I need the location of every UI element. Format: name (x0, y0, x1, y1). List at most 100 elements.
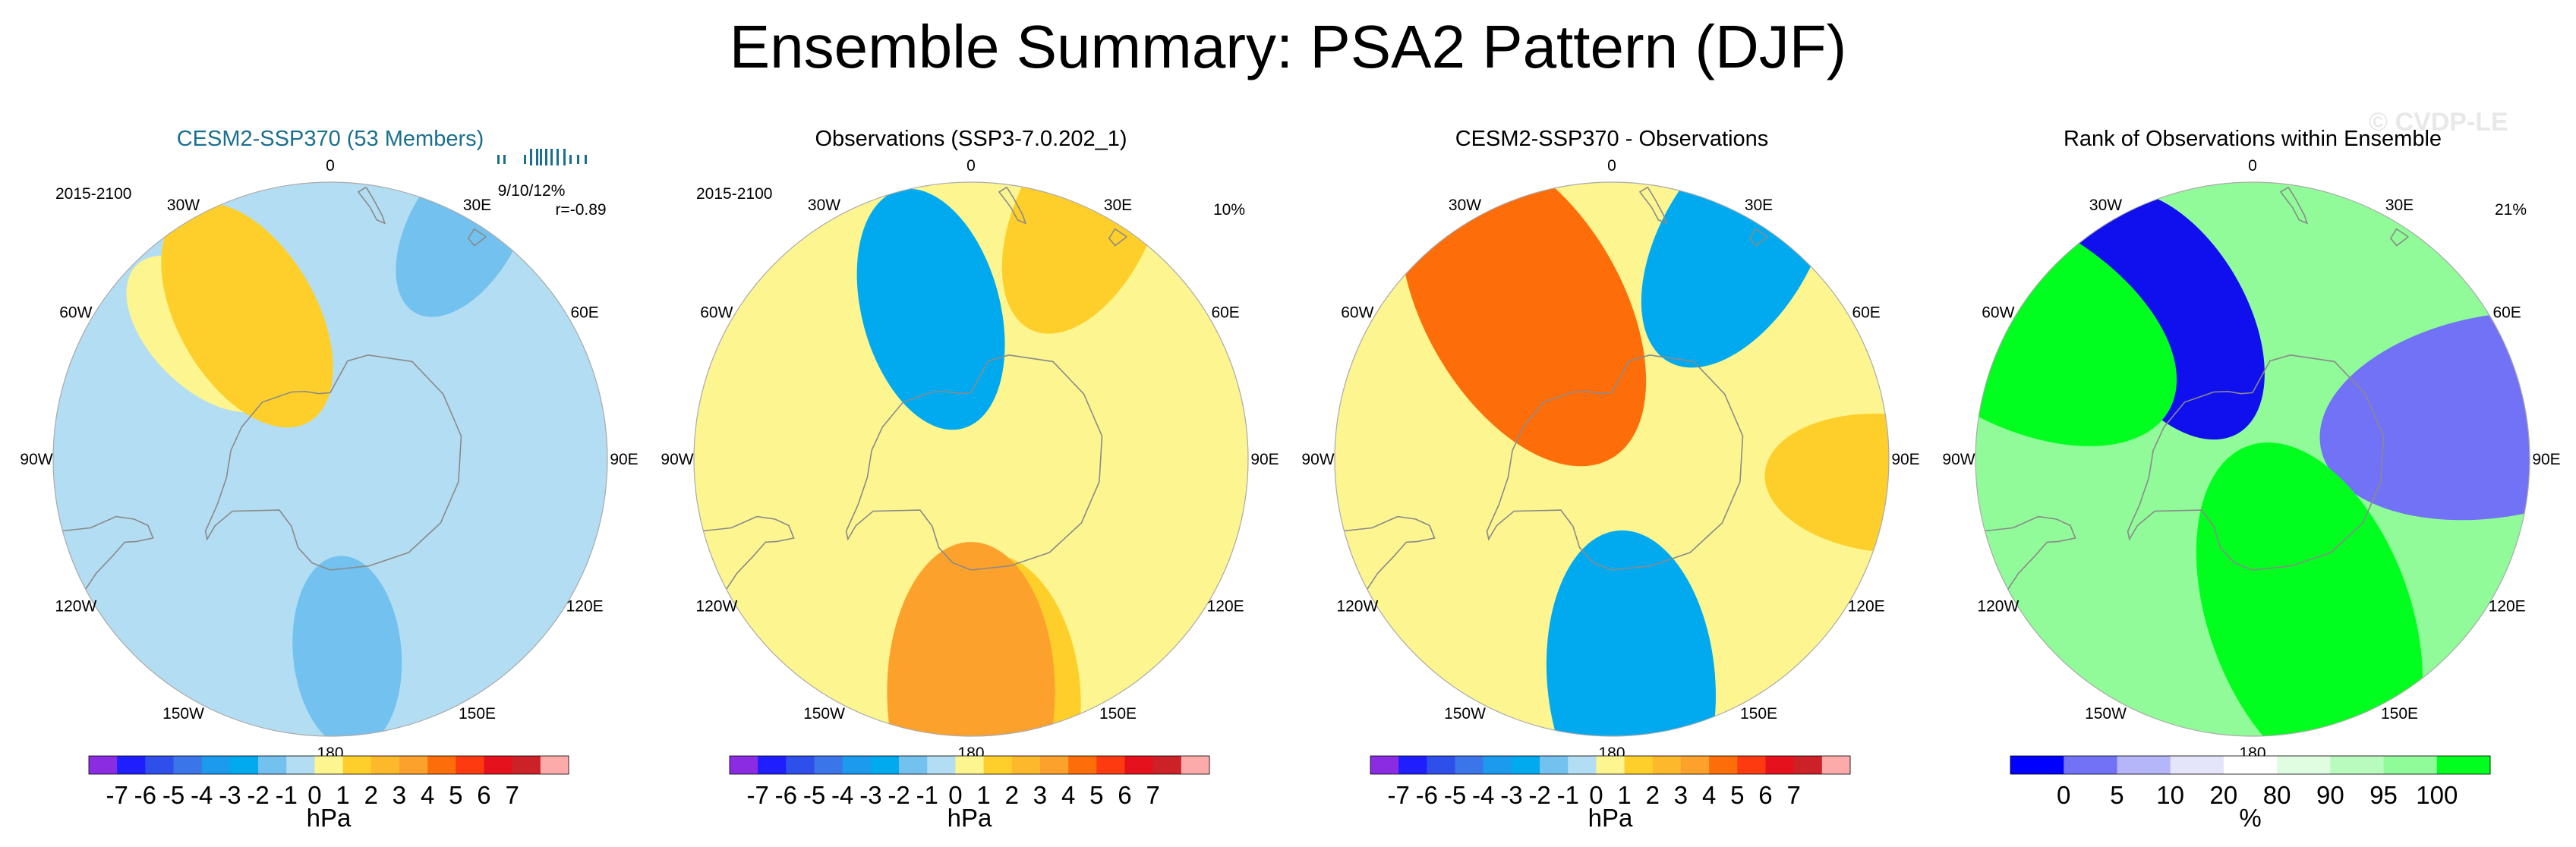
colorbar-swatch (2223, 756, 2278, 774)
colorbar-tick: -3 (1500, 781, 1522, 809)
colorbar-swatch (370, 756, 400, 774)
colorbar-tick: 100 (2416, 781, 2458, 809)
colorbar-swatch (1568, 756, 1597, 774)
colorbar-swatch (1793, 756, 1823, 774)
longitude-label: 60E (2492, 304, 2521, 322)
map-panel-1: 030E60E90E120E150E180150W120W90W60W30WCE… (20, 127, 638, 762)
colorbar-swatch (758, 756, 787, 774)
colorbar-tick: 2 (364, 781, 378, 809)
longitude-label: 90W (1301, 451, 1334, 468)
figure-title: Ensemble Summary: PSA2 Pattern (DJF) (729, 13, 1847, 80)
longitude-label: 60E (1211, 304, 1239, 322)
coastline-nz (1638, 187, 1668, 225)
colorbar-swatch (1511, 756, 1540, 774)
longitude-label: 90E (1891, 451, 1919, 468)
period-label: 2015-2100 (696, 185, 772, 203)
member-tick (557, 149, 559, 165)
colorbar-tick: 7 (505, 781, 519, 809)
colorbar-swatch (730, 756, 758, 774)
colorbar-swatch (399, 756, 428, 774)
colorbar-swatch (1737, 756, 1766, 774)
longitude-label: 60W (59, 304, 92, 322)
colorbar-tick: 5 (2110, 781, 2124, 809)
colorbar-swatch (145, 756, 175, 774)
colorbar-tick: 1 (1617, 781, 1631, 809)
correlation-label: r=-0.89 (555, 201, 606, 219)
colorbar-tick: 7 (1786, 781, 1800, 809)
longitude-label: 90W (1942, 451, 1975, 468)
colorbar-tick: 0 (2057, 781, 2070, 809)
colorbar-swatch (2436, 756, 2491, 774)
colorbar-tick: 5 (449, 781, 462, 809)
colorbar-tick: 20 (2210, 781, 2238, 809)
longitude-label: 30W (2089, 197, 2122, 214)
anomaly-region (1546, 530, 1716, 736)
colorbar-tick: 2 (1646, 781, 1660, 809)
colorbar-tick: -2 (247, 781, 269, 809)
longitude-label: 90W (20, 451, 52, 468)
colorbar-tick: -3 (859, 781, 881, 809)
colorbar-hpa-2: -7 -6 -5 -4 -3 -2 -1 0 1 2 3 4 5 6 7 hPa (729, 755, 1210, 832)
longitude-label: 30E (1745, 197, 1773, 214)
coastline-antarctica (845, 354, 1103, 571)
colorbar-tick: 6 (1758, 781, 1772, 809)
longitude-label: 120E (566, 598, 604, 616)
colorbar-swatch (927, 756, 956, 774)
colorbar-swatch (2170, 756, 2224, 774)
colorbar-tick: -5 (1444, 781, 1466, 809)
longitude-label: 60E (570, 304, 598, 322)
anomaly-region (2196, 442, 2423, 736)
stats-label: 21% (2495, 201, 2527, 219)
longitude-label: 90E (1250, 451, 1279, 468)
colorbar-swatch (1068, 756, 1097, 774)
colorbar-tick: -7 (747, 781, 769, 809)
colorbar-swatch (786, 756, 815, 774)
colorbar-swatch (1624, 756, 1654, 774)
coastline-samerica (703, 515, 795, 590)
colorbar-swatch (258, 756, 287, 774)
colorbar-swatch (870, 756, 900, 774)
colorbar-tick: 3 (1674, 781, 1688, 809)
colorbar-swatch (540, 756, 569, 774)
watermark: © CVDP-LE (2369, 108, 2508, 137)
colorbar-hpa-1: -7 -6 -5 -4 -3 -2 -1 0 1 2 3 4 5 6 7 hPa (88, 755, 569, 832)
anomaly-region (1641, 182, 1832, 368)
colorbar-swatch (983, 756, 1013, 774)
colorbar-swatch (2330, 756, 2385, 774)
longitude-label: 120E (2489, 598, 2526, 616)
colorbar-tick: -6 (1416, 781, 1438, 809)
colorbar-tick: 95 (2369, 781, 2398, 809)
member-distribution-glyph (497, 149, 587, 165)
colorbar-tick: -1 (916, 781, 938, 809)
colorbar-swatch (229, 756, 259, 774)
colorbar-tick: 1 (336, 781, 349, 809)
longitude-label: 30E (463, 197, 491, 214)
coastline-nz (357, 187, 386, 225)
colorbar-tick: -1 (276, 781, 298, 809)
colorbar-tick: 3 (393, 781, 406, 809)
anomaly-region (856, 188, 1005, 430)
colorbar-swatch (1455, 756, 1484, 774)
colorbar-frame (2010, 755, 2491, 775)
stats-label: 9/10/12% (498, 182, 566, 200)
colorbar-tick: 5 (1730, 781, 1744, 809)
longitude-label: 150W (803, 705, 845, 723)
longitude-label: 0 (1607, 157, 1616, 175)
colorbar-rank: 0 5 10 20 80 90 95 100% (2010, 755, 2491, 832)
colorbar-tick: -3 (219, 781, 241, 809)
member-tick (540, 149, 542, 165)
member-tick (497, 155, 500, 164)
longitude-label: 150E (1740, 705, 1777, 723)
colorbar-swatch (1039, 756, 1069, 774)
member-tick (569, 155, 572, 164)
colorbar-tick: 6 (477, 781, 490, 809)
longitude-label: 60W (700, 304, 733, 322)
coastline-nz (2279, 187, 2309, 225)
colorbar-swatch (484, 756, 513, 774)
colorbar-tick: -4 (831, 781, 853, 809)
colorbar-swatch (1652, 756, 1682, 774)
longitude-label: 90E (610, 451, 638, 468)
anomaly-region (1001, 182, 1165, 334)
map-border (52, 181, 608, 737)
colorbar-swatch (427, 756, 456, 774)
